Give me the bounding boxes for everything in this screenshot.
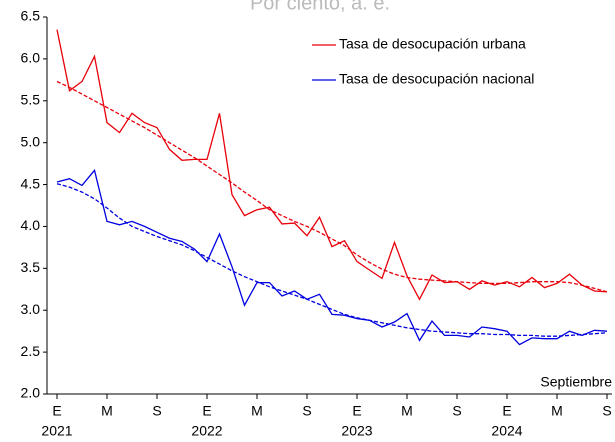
x-year-label: 2024 (491, 423, 522, 439)
x-tick-label: E (352, 403, 361, 419)
x-tick-label: E (202, 403, 211, 419)
x-tick-label: S (302, 403, 311, 419)
y-tick-label: 5.0 (21, 133, 41, 149)
x-year-label: 2023 (341, 423, 372, 439)
x-year-label: 2022 (191, 423, 222, 439)
x-tick-label: M (551, 403, 563, 419)
trend-line (56, 80, 608, 293)
x-tick-label: M (101, 403, 113, 419)
y-tick-label: 3.5 (21, 259, 41, 275)
x-tick-label: M (401, 403, 413, 419)
x-tick-label: M (251, 403, 263, 419)
y-tick-label: 5.5 (21, 91, 41, 107)
y-tick-label: 3.0 (21, 301, 41, 317)
series-line (56, 29, 608, 301)
x-tick-label: E (502, 403, 511, 419)
y-tick-label: 6.5 (21, 8, 41, 24)
y-tick-label: 4.0 (21, 217, 41, 233)
y-tick-label: 6.0 (21, 50, 41, 66)
y-tick-label: 2.5 (21, 343, 41, 359)
y-tick-label: 4.5 (21, 175, 41, 191)
x-tick-label: S (452, 403, 461, 419)
x-tick-label: E (52, 403, 61, 419)
legend-label: Tasa de desocupación urbana (339, 36, 526, 52)
y-tick-label: 2.0 (21, 385, 41, 401)
chart-subtitle: Por ciento, a. e. (250, 0, 390, 14)
x-tick-label: S (152, 403, 161, 419)
x-year-label: 2021 (41, 423, 72, 439)
legend-label: Tasa de desocupación nacional (339, 71, 534, 87)
trend-line (56, 183, 608, 337)
x-tick-label: S (602, 403, 611, 419)
series-line (56, 168, 608, 346)
annotation: Septiembre (540, 374, 612, 390)
